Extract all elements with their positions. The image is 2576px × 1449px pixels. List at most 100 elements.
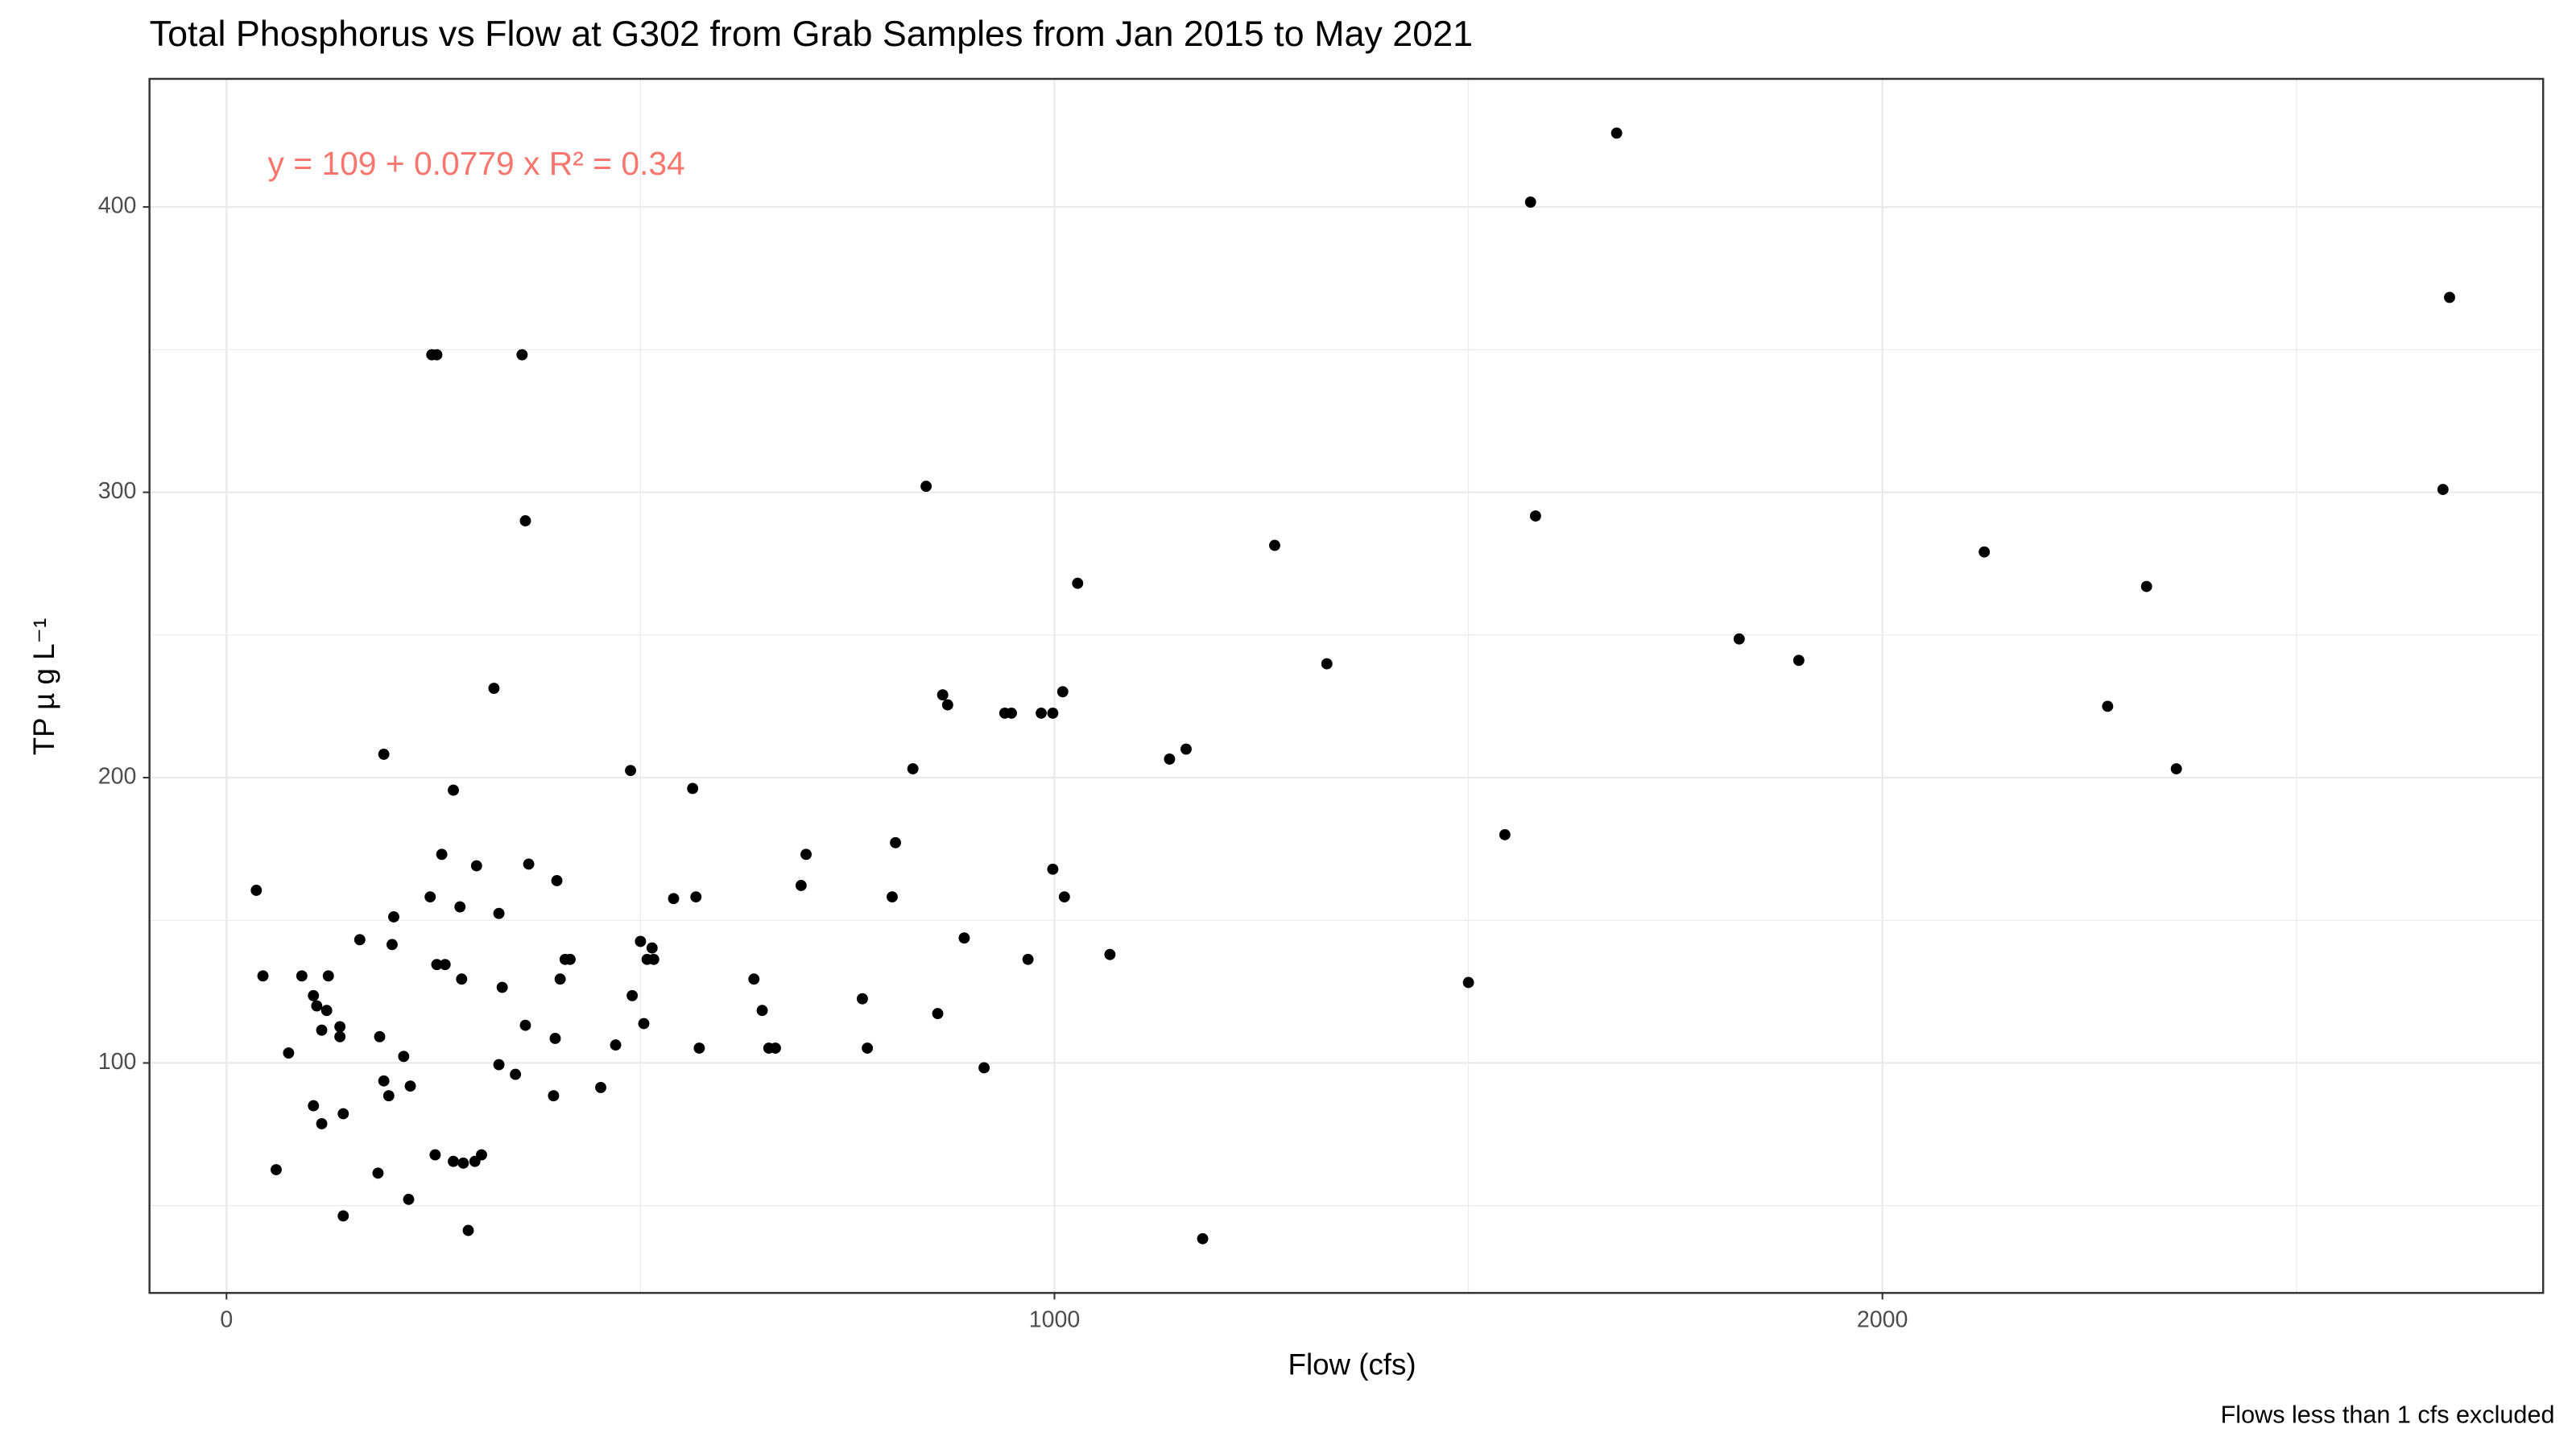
point bbox=[493, 1059, 505, 1071]
point bbox=[320, 1005, 333, 1017]
point bbox=[1611, 127, 1623, 139]
point bbox=[523, 858, 535, 870]
point bbox=[770, 1042, 781, 1054]
point bbox=[403, 1193, 415, 1205]
point bbox=[271, 1164, 282, 1175]
point bbox=[907, 763, 919, 774]
point bbox=[978, 1062, 990, 1074]
point bbox=[476, 1149, 487, 1161]
point bbox=[354, 934, 366, 946]
point bbox=[625, 765, 636, 777]
point bbox=[1036, 707, 1047, 719]
point bbox=[448, 784, 459, 796]
point bbox=[551, 875, 563, 886]
y-tick-label: 400 bbox=[98, 193, 137, 219]
point bbox=[334, 1021, 346, 1033]
point bbox=[462, 1224, 474, 1236]
point bbox=[1499, 828, 1511, 840]
point bbox=[316, 1117, 328, 1129]
point bbox=[1792, 654, 1805, 667]
point bbox=[932, 1008, 944, 1020]
point bbox=[548, 1090, 560, 1102]
point bbox=[646, 942, 658, 954]
point bbox=[1058, 891, 1070, 903]
point bbox=[1979, 546, 1991, 558]
point bbox=[296, 970, 308, 982]
point bbox=[1072, 577, 1084, 589]
point bbox=[519, 1019, 531, 1031]
point bbox=[564, 953, 576, 965]
point bbox=[488, 683, 500, 694]
point bbox=[337, 1210, 349, 1222]
point bbox=[431, 959, 443, 971]
point bbox=[378, 1075, 390, 1087]
point bbox=[457, 1157, 469, 1169]
point bbox=[635, 935, 647, 947]
point bbox=[668, 893, 680, 905]
x-axis-label: Flow (cfs) bbox=[1288, 1348, 1416, 1381]
y-axis-label: TP µ g L⁻¹ bbox=[27, 618, 60, 756]
chart-title: Total Phosphorus vs Flow at G302 from Gr… bbox=[150, 13, 1473, 54]
point bbox=[283, 1047, 295, 1059]
point bbox=[1056, 686, 1069, 698]
point bbox=[2102, 700, 2114, 712]
point bbox=[404, 1080, 416, 1092]
point bbox=[1006, 707, 1017, 719]
point bbox=[2170, 763, 2182, 774]
x-tick-label: 2000 bbox=[1857, 1307, 1908, 1332]
annotation: y = 109 + 0.0779 x R² = 0.34 bbox=[268, 145, 685, 182]
point bbox=[308, 989, 320, 1001]
point bbox=[795, 880, 807, 891]
panel-border bbox=[148, 77, 2545, 1294]
point bbox=[334, 1030, 346, 1042]
point bbox=[554, 973, 566, 985]
point bbox=[958, 932, 970, 944]
point bbox=[493, 907, 505, 919]
point bbox=[638, 1018, 650, 1030]
point bbox=[887, 891, 898, 903]
point bbox=[424, 891, 436, 903]
point bbox=[1529, 510, 1541, 522]
point bbox=[337, 1108, 349, 1120]
point bbox=[595, 1081, 606, 1093]
point bbox=[756, 1005, 768, 1017]
point bbox=[1321, 658, 1333, 670]
point bbox=[388, 911, 399, 923]
point bbox=[1180, 743, 1192, 755]
point bbox=[1164, 753, 1176, 765]
point bbox=[378, 748, 390, 760]
point bbox=[610, 1039, 622, 1051]
point bbox=[316, 1024, 328, 1036]
point bbox=[456, 973, 468, 985]
point bbox=[374, 1030, 386, 1042]
point bbox=[1197, 1232, 1209, 1245]
point bbox=[519, 515, 531, 526]
point bbox=[386, 939, 398, 951]
point bbox=[1047, 707, 1059, 719]
point bbox=[382, 1090, 395, 1102]
point bbox=[1104, 948, 1116, 960]
point bbox=[549, 1033, 561, 1044]
point bbox=[308, 1100, 320, 1112]
point bbox=[937, 689, 949, 701]
point bbox=[687, 782, 699, 795]
point bbox=[429, 1149, 441, 1161]
y-tick-label: 300 bbox=[98, 478, 137, 504]
point bbox=[2437, 484, 2449, 495]
point bbox=[800, 848, 812, 861]
caption: Flows less than 1 cfs excluded bbox=[2221, 1401, 2555, 1428]
y-tick-label: 200 bbox=[98, 764, 137, 790]
point bbox=[857, 993, 868, 1005]
point bbox=[690, 891, 702, 903]
point bbox=[311, 1000, 323, 1012]
point bbox=[1022, 953, 1034, 965]
x-tick-label: 1000 bbox=[1029, 1307, 1081, 1332]
point bbox=[431, 349, 443, 361]
point bbox=[1047, 863, 1059, 875]
point bbox=[890, 836, 902, 848]
point bbox=[2444, 291, 2455, 303]
point bbox=[448, 1155, 459, 1167]
point bbox=[436, 848, 448, 861]
